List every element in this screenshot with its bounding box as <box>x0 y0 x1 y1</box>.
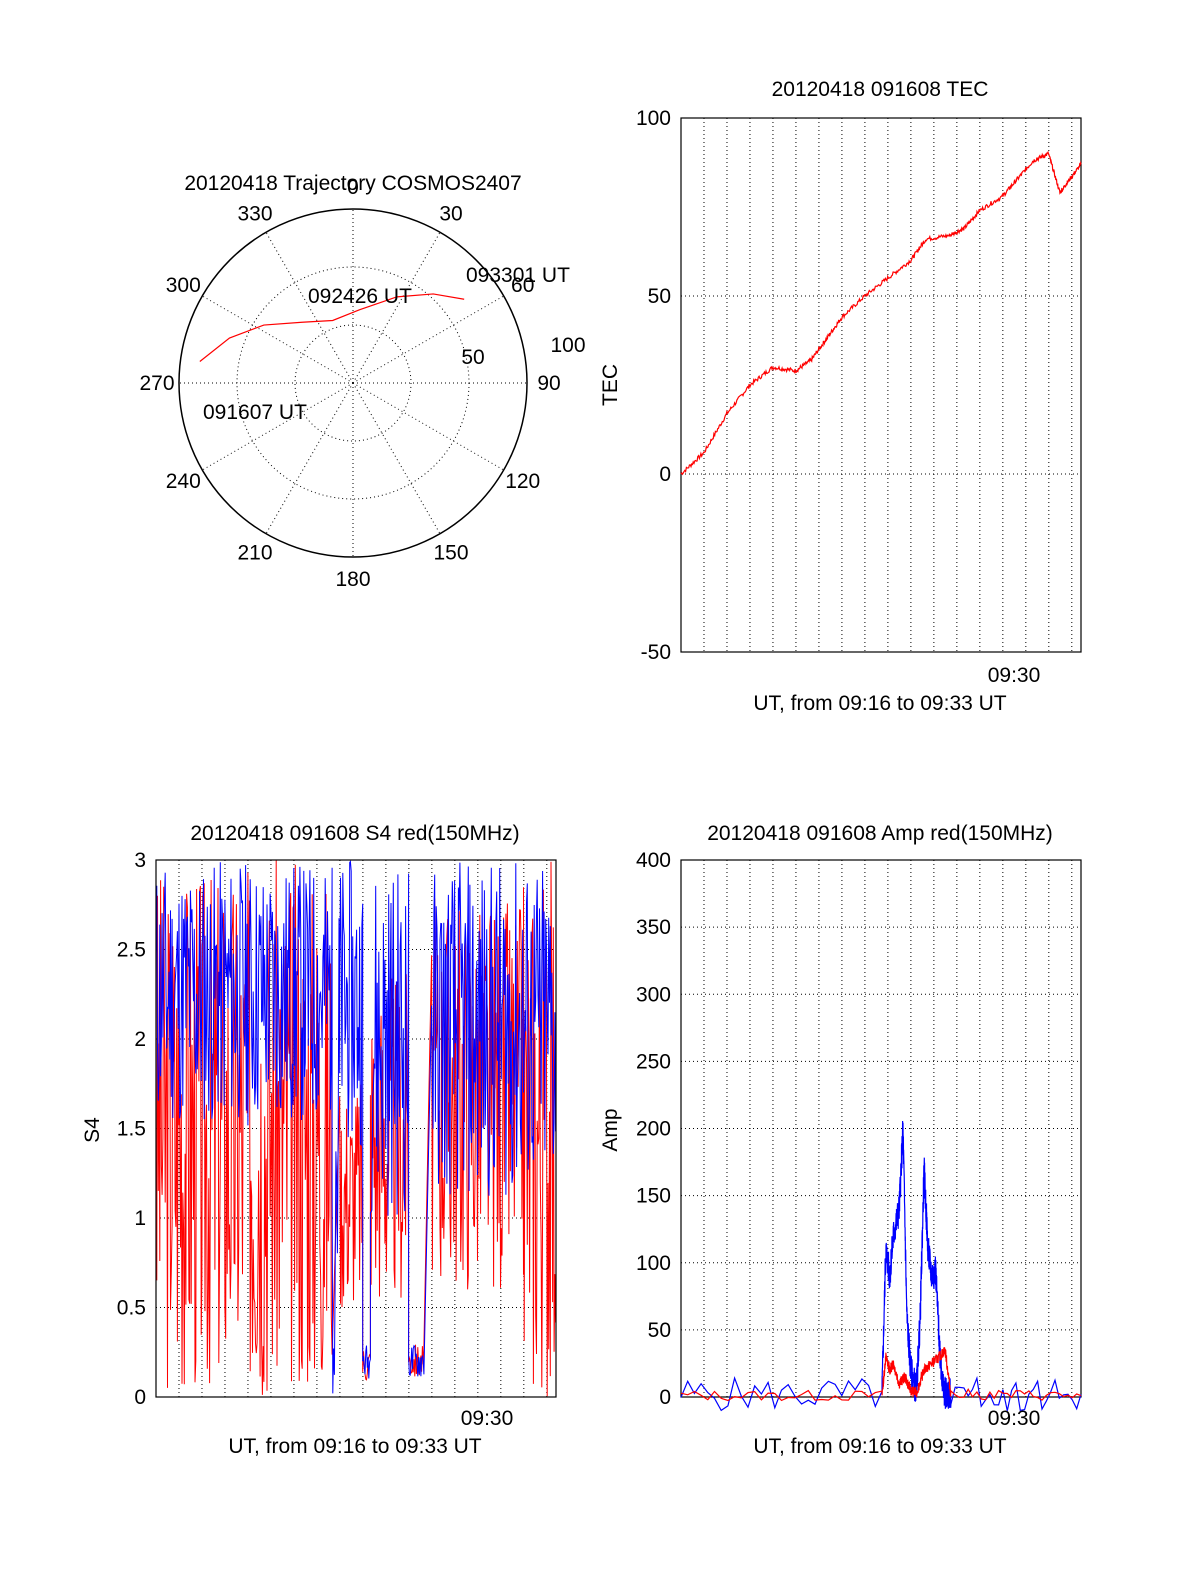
amp-y-tick-label: 400 <box>636 849 671 872</box>
s4-y-ticks: 0 0.5 1 1.5 2 2.5 3 <box>117 849 146 1409</box>
s4-title: 20120418 091608 S4 red(150MHz) <box>190 822 519 845</box>
tec-y-ticks: -50 0 50 100 <box>636 107 671 664</box>
amp-series-red <box>680 1347 1082 1402</box>
polar-title: 20120418 Trajectory COSMOS2407 <box>184 172 521 195</box>
tec-frame <box>680 117 1082 653</box>
polar-outer-circle <box>178 208 528 558</box>
amp-y-axis-label: Amp <box>599 1108 622 1151</box>
amp-y-tick-label: 150 <box>636 1185 671 1208</box>
tec-title: 20120418 091608 TEC <box>772 78 989 101</box>
s4-y-tick-label: 2.5 <box>117 939 146 962</box>
tec-grid <box>681 117 1081 653</box>
polar-grid <box>179 209 527 557</box>
amp-y-tick-label: 100 <box>636 1252 671 1275</box>
s4-x-tick-label: 09:30 <box>461 1407 514 1430</box>
amp-y-tick-label: 250 <box>636 1050 671 1073</box>
polar-spoke <box>202 382 354 471</box>
polar-azimuth-label: 330 <box>237 202 272 225</box>
polar-spoke <box>265 232 354 384</box>
s4-y-tick-label: 0.5 <box>117 1297 146 1320</box>
polar-spoke <box>352 382 441 534</box>
amp-y-tick-label: 50 <box>648 1319 671 1342</box>
polar-trajectory-line <box>199 293 465 362</box>
polar-azimuth-label: 270 <box>139 372 174 395</box>
tec-y-tick-label: -50 <box>641 641 671 664</box>
tec-x-axis-label: UT, from 09:16 to 09:33 UT <box>753 692 1006 715</box>
tec-plot: 20120418 091608 TEC -50 0 50 100 09:30 UT, … <box>599 78 1082 715</box>
polar-azimuth-label: 0 <box>347 176 359 199</box>
tec-series-red <box>680 150 1082 476</box>
polar-azimuth-label: 300 <box>166 274 201 297</box>
s4-y-tick-label: 1.5 <box>117 1118 146 1141</box>
polar-azimuth-label: 240 <box>166 470 201 493</box>
polar-azimuth-label: 180 <box>335 568 370 591</box>
annotation-start-time: 091607 UT <box>203 401 307 424</box>
amp-series-blue <box>680 1120 1082 1412</box>
annotation-end-time: 093301 UT <box>466 264 570 287</box>
s4-series-blue <box>155 859 557 1394</box>
amp-plot: 20120418 091608 Amp red(150MHz) 0 50 100 15… <box>599 822 1082 1458</box>
s4-y-tick-label: 3 <box>134 849 146 872</box>
tec-x-tick-label: 09:30 <box>988 664 1041 687</box>
tec-y-tick-label: 100 <box>636 107 671 130</box>
polar-spoke <box>352 295 504 384</box>
polar-spoke <box>352 382 504 471</box>
tec-y-axis-label: TEC <box>599 364 622 406</box>
polar-azimuth-label: 150 <box>433 542 468 565</box>
polar-radius-label-100: 100 <box>550 334 585 357</box>
polar-azimuth-labels: 0 30 60 90 120 150 180 210 240 270 300 330 <box>139 176 560 591</box>
polar-spoke <box>202 295 354 384</box>
amp-y-tick-label: 0 <box>659 1386 671 1409</box>
amp-frame <box>680 859 1082 1398</box>
polar-ring <box>236 266 470 500</box>
polar-spoke <box>352 232 441 384</box>
polar-spoke <box>265 382 354 534</box>
amp-y-tick-label: 300 <box>636 983 671 1006</box>
amp-y-ticks: 0 50 100 150 200 250 300 350 400 <box>636 849 671 1409</box>
polar-azimuth-label: 90 <box>537 372 560 395</box>
amp-x-axis-label: UT, from 09:16 to 09:33 UT <box>753 1435 1006 1458</box>
s4-y-tick-label: 0 <box>134 1386 146 1409</box>
polar-azimuth-label: 60 <box>511 274 534 297</box>
amp-title: 20120418 091608 Amp red(150MHz) <box>707 822 1053 845</box>
amp-x-tick-label: 09:30 <box>988 1407 1041 1430</box>
polar-trajectory-plot: 20120418 Trajectory COSMOS2407 0 30 60 90 12… <box>139 172 585 591</box>
amp-grid <box>681 859 1081 1398</box>
tec-y-tick-label: 0 <box>659 463 671 486</box>
tec-y-tick-label: 50 <box>648 285 671 308</box>
s4-frame <box>155 859 557 1398</box>
s4-blue-trace <box>155 859 557 1394</box>
s4-y-tick-label: 1 <box>134 1207 146 1230</box>
polar-azimuth-label: 210 <box>237 542 272 565</box>
amp-y-tick-label: 200 <box>636 1118 671 1141</box>
polar-azimuth-label: 120 <box>505 470 540 493</box>
polar-azimuth-label: 30 <box>439 202 462 225</box>
polar-ring <box>294 324 412 442</box>
s4-plot: 20120418 091608 S4 red(150MHz) 0 0.5 1 1.5 2… <box>81 822 557 1458</box>
polar-radius-label-50: 50 <box>461 346 484 369</box>
s4-x-axis-label: UT, from 09:16 to 09:33 UT <box>228 1435 481 1458</box>
annotation-mid-time: 092426 UT <box>308 285 412 308</box>
s4-y-tick-label: 2 <box>134 1028 146 1051</box>
s4-y-axis-label: S4 <box>81 1117 104 1143</box>
amp-y-tick-label: 350 <box>636 916 671 939</box>
